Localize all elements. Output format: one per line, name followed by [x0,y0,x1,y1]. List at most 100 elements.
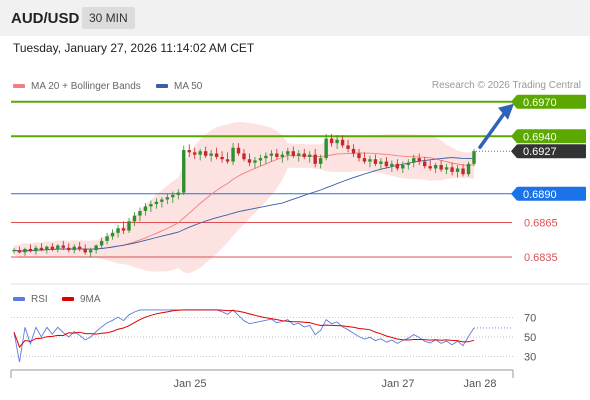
candle-body [401,165,405,169]
candle-body [28,248,33,252]
candle-body [242,153,246,160]
level-label-text: 0.6927 [523,146,557,158]
candle-body [56,245,60,249]
timeframe-selector[interactable]: 30 MIN [82,7,135,29]
candle-body [143,206,148,211]
candle-body [67,247,71,251]
rsi-legend: RSI [13,294,48,305]
x-axis-label: Jan 27 [381,378,414,390]
candle-body [214,153,219,157]
candle-body [258,158,263,161]
candle-body [193,152,197,155]
candle-body [34,247,38,252]
ma20-legend-label: MA 20 + Bollinger Bands [31,81,141,92]
level-label-pointer [511,186,517,201]
candle-body [302,153,306,157]
candle-body [351,148,356,154]
candle-body [187,150,191,153]
ma20-legend: MA 20 + Bollinger Bands [13,81,141,92]
level-label-pointer [511,94,517,109]
rsi-ma-legend-label: 9MA [80,294,101,305]
candle-body [116,228,120,233]
candle-body [439,165,443,170]
candle-body [362,158,367,162]
candle-body [472,151,476,164]
candle-body [127,221,131,231]
candle-body [324,138,328,159]
candle-body [357,153,361,159]
candle-body [379,161,383,164]
candle-body [182,150,186,193]
candle-body [335,139,339,144]
candle-body [121,228,126,231]
candle-body [149,204,153,207]
rsi-level-label: 70 [524,313,536,325]
level-label-last: 0.6927 [511,144,586,159]
candle-body [264,155,268,159]
x-axis-label: Jan 28 [463,378,496,390]
level-label-box [517,186,586,201]
level-label-support: 0.6835 [524,252,558,264]
candle-body [412,158,416,163]
candle-body [94,245,98,251]
candle-body [39,247,44,251]
candle-body [286,151,290,155]
level-label-text: 0.6865 [524,218,558,230]
rsi-ma-line [13,309,475,349]
candle-body [346,145,350,149]
candle-body [373,159,378,164]
candle-body [395,163,400,169]
level-label-text: 0.6835 [524,252,558,264]
rsi-ma-swatch [62,297,74,302]
candle-body [253,160,257,163]
level-label-text: 0.6940 [523,131,557,143]
candle-body [72,246,76,251]
title-bar: AUD/USD 30 MIN [0,0,590,36]
ma20-swatch [13,84,25,89]
forecast-arrowhead [498,103,514,120]
candle-body [384,161,389,167]
level-label-text: 0.6970 [523,97,557,109]
candle-body [236,147,241,154]
level-label-box [517,144,586,159]
candle-body [423,161,427,167]
candle-body [231,147,235,162]
level-label-box [517,129,586,144]
candle-body [291,151,295,156]
research-credit: Research © 2026 Trading Central [431,80,581,91]
candle-body [275,153,279,157]
rsi-legend-label: RSI [31,294,48,305]
candle-body [225,159,230,162]
candle-body [329,138,334,144]
candle-body [138,211,142,216]
candle-body [99,240,104,246]
candle-body [17,250,22,253]
candle-body [203,151,208,156]
rsi-ma-legend: 9MA [62,294,101,305]
candle-body [444,167,449,170]
candle-body [280,154,285,157]
level-label-resistance: 0.6940 [511,129,586,144]
candle-body [406,162,410,165]
rsi-level-label: 30 [524,351,536,363]
candle-body [417,158,421,162]
candle-body [450,167,454,172]
ma50-swatch [156,84,168,89]
rsi-line [13,309,475,363]
currency-pair: AUD/USD [11,10,80,27]
candle-body [160,199,164,202]
candle-body [466,163,471,175]
datetime-label: Tuesday, January 27, 2026 11:14:02 AM CE… [13,41,255,55]
candle-body [297,153,301,156]
candle-body [220,156,224,160]
candle-body [50,246,55,249]
rsi-swatch [13,297,25,302]
candle-body [318,158,323,164]
bollinger-band [14,122,474,274]
candle-body [461,168,465,175]
candle-body [247,159,252,163]
candle-body [105,236,109,241]
candle-body [83,248,87,253]
level-label-box [517,94,586,109]
